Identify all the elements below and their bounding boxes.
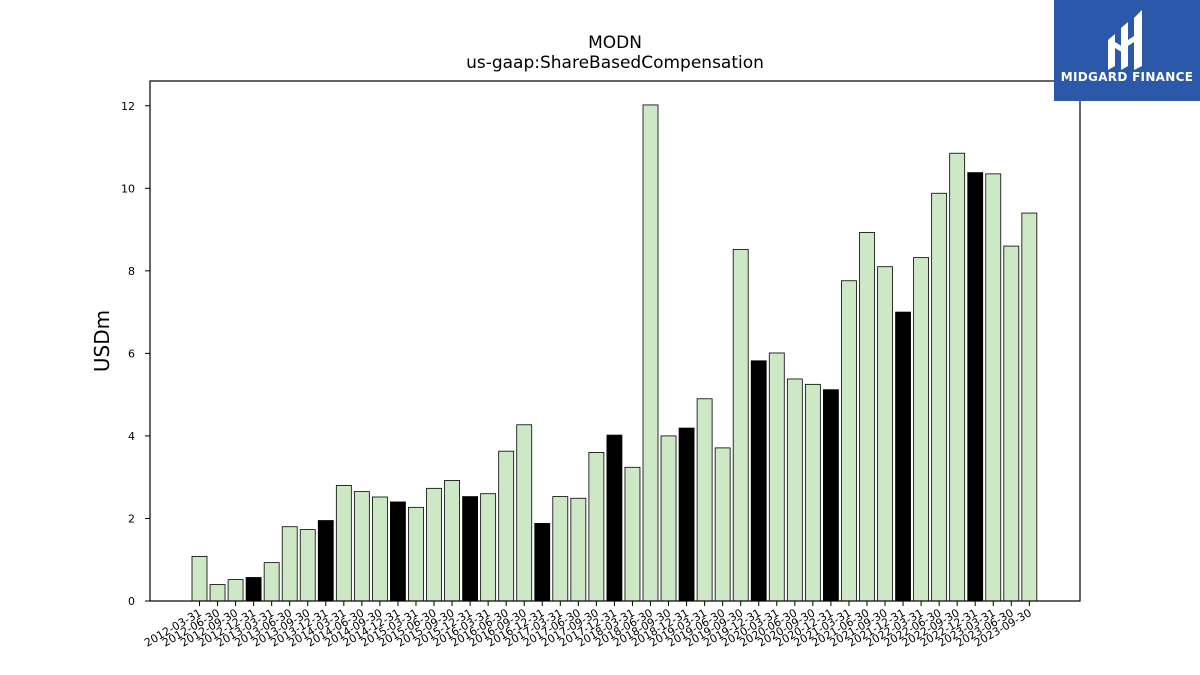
bar-2022-06-30 [931, 192, 948, 602]
logo: MIDGARD FINANCE [1054, 0, 1200, 101]
y-axis-label: USDm [90, 310, 114, 372]
y-tick-label: 4 [128, 430, 135, 443]
logo-mark-icon [1108, 10, 1142, 70]
bar-2015-03-31 [408, 506, 424, 602]
y-tick-label: 0 [128, 595, 135, 608]
y-tick-label: 8 [128, 265, 135, 278]
bar-2018-09-30 [660, 435, 677, 602]
bar-2013-09-30 [299, 529, 316, 602]
bar-2016-06-30 [498, 450, 515, 602]
bar-2017-12-31 [606, 434, 623, 602]
bar-2012-09-30 [227, 579, 244, 602]
bar-2014-03-31 [335, 485, 352, 602]
bar-2020-12-31 [823, 389, 839, 602]
bar-2013-06-30 [281, 526, 298, 602]
bar-2017-09-30 [588, 452, 605, 602]
bar-2016-12-31 [534, 523, 551, 602]
bars-group [191, 104, 1038, 602]
bar-2023-09-30 [1021, 212, 1038, 602]
bar-2018-12-31 [678, 427, 695, 602]
bar-2020-03-31 [768, 352, 785, 602]
bar-2014-12-31 [390, 501, 406, 602]
bar-2012-03-31 [191, 556, 208, 602]
bar-2022-12-31 [967, 172, 984, 602]
y-tick-label: 6 [128, 347, 135, 360]
bar-2019-12-31 [750, 360, 767, 602]
bar-2023-03-31 [985, 173, 1002, 602]
bar-2013-03-31 [263, 562, 280, 602]
bar-2022-09-30 [949, 152, 966, 602]
bar-2015-09-30 [444, 480, 460, 602]
bar-2021-03-31 [841, 280, 857, 602]
bar-2017-06-30 [570, 497, 587, 602]
bar-2019-06-30 [714, 447, 731, 602]
bar-2021-06-30 [859, 232, 875, 602]
plot-frame [149, 80, 1081, 602]
bar-2023-06-30 [1003, 245, 1020, 602]
bar-2018-06-30 [642, 104, 659, 602]
bar-2016-03-31 [480, 493, 497, 602]
bar-2020-06-30 [786, 378, 803, 602]
y-tick-label: 10 [121, 182, 135, 195]
bar-2015-12-31 [462, 496, 479, 602]
chart-title: MODN [588, 33, 642, 53]
bar-2019-09-30 [732, 248, 749, 602]
x-axis: 2012-03-312012-06-302012-09-302012-12-31… [142, 601, 1034, 650]
bar-2021-12-31 [895, 311, 911, 602]
bar-2022-03-31 [913, 257, 929, 602]
bar-2013-12-31 [317, 520, 334, 602]
bar-2012-06-30 [209, 584, 226, 602]
bar-2015-06-30 [426, 487, 442, 602]
bar-2018-03-31 [624, 466, 641, 602]
logo-text: MIDGARD FINANCE [1061, 70, 1193, 84]
bar-2020-09-30 [804, 383, 821, 602]
bar-2017-03-31 [552, 496, 569, 602]
y-axis: 0 2 4 6 8 10 12 [121, 100, 150, 608]
y-tick-label: 2 [128, 512, 135, 525]
bar-2016-09-30 [516, 424, 533, 602]
bar-2012-12-31 [245, 577, 262, 602]
bar-2021-09-30 [877, 266, 893, 602]
bar-2014-06-30 [353, 491, 370, 602]
chart-subtitle: us-gaap:ShareBasedCompensation [466, 53, 764, 73]
y-tick-label: 12 [121, 100, 135, 113]
bar-2014-09-30 [371, 496, 388, 602]
bar-2019-03-31 [696, 398, 713, 602]
